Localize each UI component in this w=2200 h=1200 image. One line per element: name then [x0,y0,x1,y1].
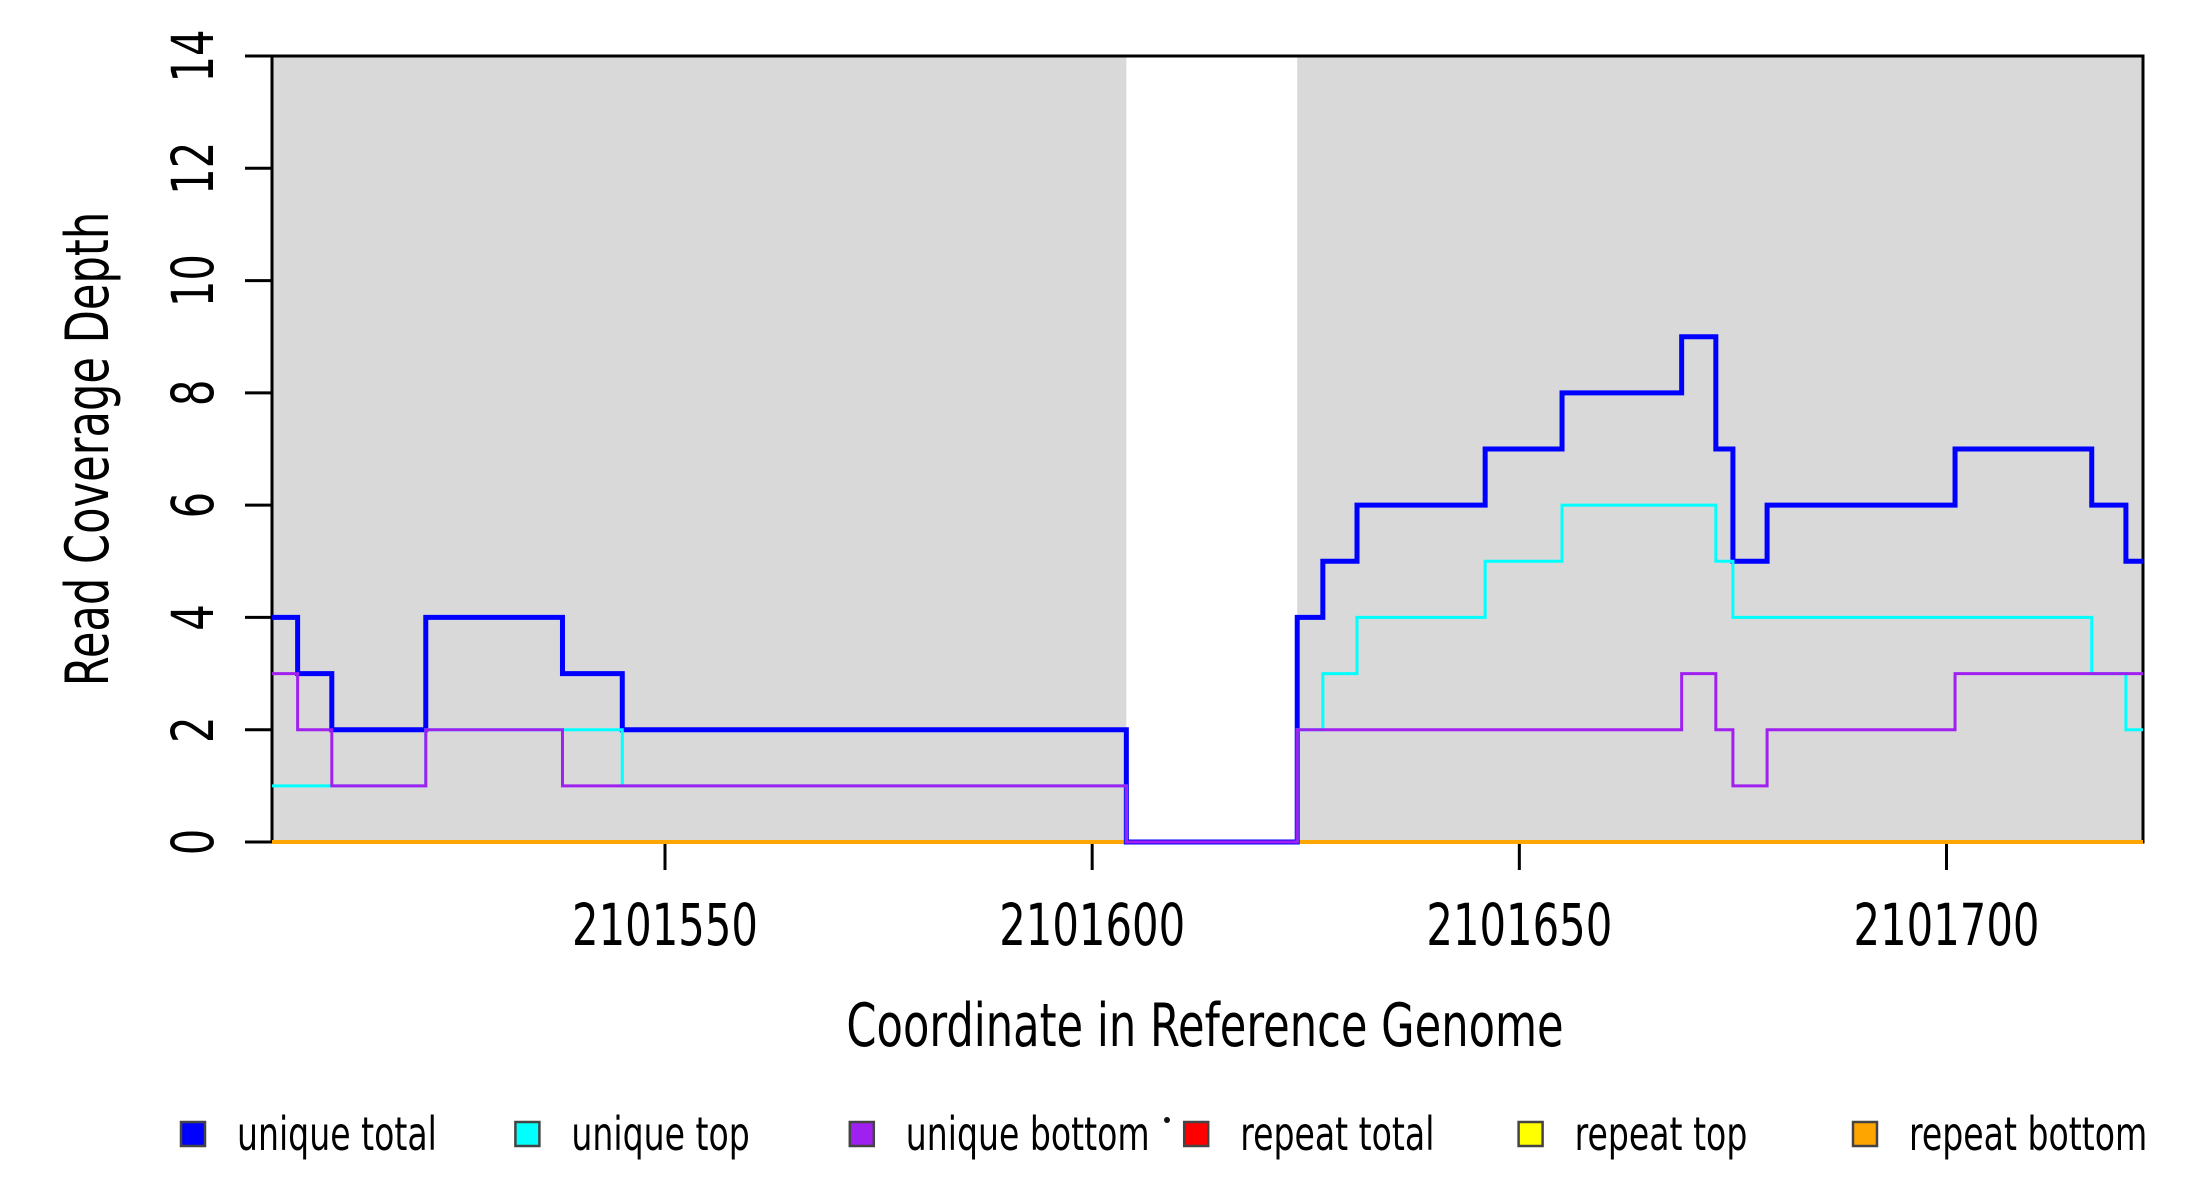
y-tick-label: 14 [159,29,227,82]
y-tick-label: 8 [159,380,227,407]
legend-swatch [179,1120,207,1148]
legend-item-unique-top: unique top [514,1109,750,1162]
series-line-unique-bottom [272,672,2143,844]
legend-swatch [848,1120,876,1148]
shaded-region-1 [272,56,1127,842]
y-tick-label: 6 [159,492,227,519]
legend-label: unique top [571,1109,749,1162]
legend-label: unique bottom [906,1109,1150,1162]
legend: unique total unique top unique bottom repea… [179,1109,2147,1162]
legend-swatch [1182,1120,1210,1148]
series-lines [272,334,2143,845]
x-tick-label: 2101700 [1854,891,2040,959]
legend-swatch [514,1120,541,1148]
legend-artifact-dot [1164,1117,1170,1123]
y-tick-label: 4 [159,604,227,631]
legend-swatch [1517,1120,1544,1148]
y-tick-label: 2 [159,716,227,743]
shaded-background-regions [272,56,2143,842]
legend-label: repeat total [1240,1109,1434,1162]
legend-item-unique-bottom: unique bottom [848,1109,1150,1162]
y-tick-label: 0 [159,829,227,856]
y-axis-title: Read Coverage Depth [53,212,123,686]
legend-label: repeat top [1575,1109,1748,1162]
legend-label: unique total [237,1109,437,1162]
legend-item-repeat-bottom: repeat bottom [1851,1109,2147,1162]
y-tick-label: 10 [159,254,227,307]
legend-item-unique-total: unique total [179,1109,437,1162]
x-axis-title: Coordinate in Reference Genome [846,991,1563,1061]
x-tick-label: 2101550 [572,891,758,959]
series-line-unique-total [272,334,2143,845]
y-tick-label: 12 [159,142,227,195]
legend-swatch [1851,1120,1879,1148]
legend-item-repeat-top: repeat top [1517,1109,1748,1162]
x-tick-label: 2101600 [999,891,1185,959]
legend-label: repeat bottom [1909,1109,2147,1162]
legend-item-repeat-total: repeat total [1182,1109,1434,1162]
x-tick-label: 2101650 [1426,891,1612,959]
axes: 2101550 2101600 2101650 2101700 0 2 4 6 8 10 12 14 [159,29,2039,958]
